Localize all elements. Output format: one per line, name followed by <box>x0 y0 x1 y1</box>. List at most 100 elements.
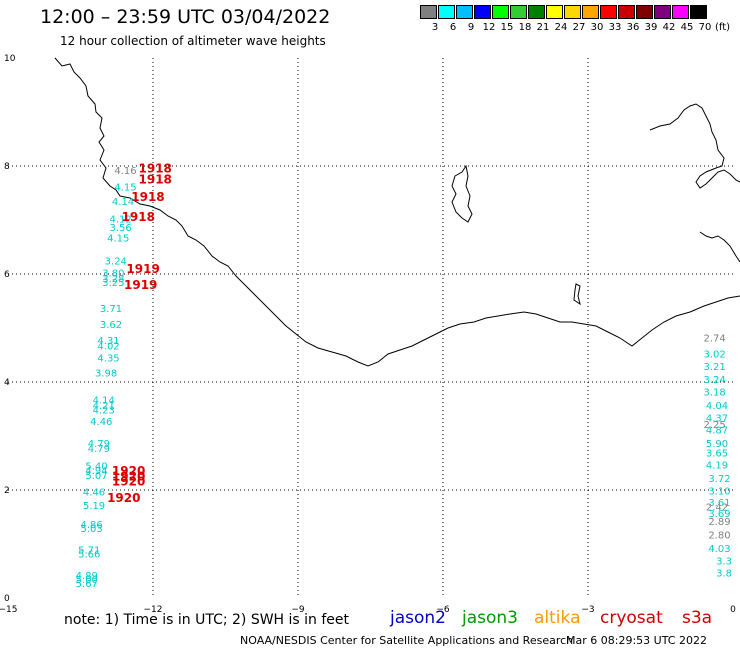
scale-swatch <box>438 5 455 19</box>
scale-label: 12 <box>482 22 496 33</box>
island-center <box>451 164 473 223</box>
wave-height-value: 3.28 <box>102 274 124 285</box>
wave-height-value: 3.56 <box>110 223 132 234</box>
pass-time-label: 1918 <box>139 172 172 186</box>
wave-height-value: 3.24 <box>105 256 127 267</box>
wave-height-value: 3.71 <box>100 304 122 315</box>
wave-height-value: 2.42 <box>706 503 728 514</box>
scale-label: 9 <box>467 22 475 33</box>
scale-label: 36 <box>626 22 640 33</box>
wave-height-value: 3.21 <box>703 362 725 373</box>
wave-height-value: 4.79 <box>88 444 110 455</box>
scale-unit: (ft) <box>715 22 731 33</box>
page-title: 12:00 – 23:59 UTC 03/04/2022 <box>40 6 331 28</box>
y-tick-label: 10 <box>4 54 16 64</box>
wave-height-value: 2.80 <box>708 531 730 542</box>
wave-height-value: 3.62 <box>100 320 122 331</box>
scale-label: 45 <box>680 22 694 33</box>
satellite-jason3: jason3 <box>462 608 518 628</box>
wave-height-value: 4.02 <box>97 342 119 353</box>
scale-swatch <box>546 5 563 19</box>
wave-height-value: 5.66 <box>78 550 100 561</box>
scale-swatch <box>672 5 689 19</box>
scale-swatch <box>618 5 635 19</box>
wave-height-observations: 4.16 2.74 2.25 2.42 2.89 2.80 4.15 4.14 4.123.56… <box>76 161 732 590</box>
satellite-jason2: jason2 <box>390 608 446 628</box>
scale-swatch <box>654 5 671 19</box>
wave-height-value: 5.40 <box>85 461 107 472</box>
scale-label: 6 <box>449 22 457 33</box>
wave-height-value: 4.16 <box>114 166 136 177</box>
wave-height-value: 4.12 <box>110 215 132 226</box>
wave-height-value: 5.67 <box>76 579 98 590</box>
scale-label: 33 <box>608 22 622 33</box>
landmass-right <box>649 103 740 189</box>
scale-swatch <box>510 5 527 19</box>
scale-swatch <box>564 5 581 19</box>
wave-height-value: 5.19 <box>83 501 105 512</box>
wave-height-value: 2.89 <box>708 517 730 528</box>
pass-time-label: 1920 <box>112 464 145 478</box>
scale-swatch <box>582 5 599 19</box>
coastline <box>54 57 740 367</box>
wave-height-value: 4.31 <box>97 336 119 347</box>
page-subtitle: 12 hour collection of altimeter wave hei… <box>60 34 326 48</box>
wave-height-value: 4.46 <box>90 417 112 428</box>
y-tick-label: 6 <box>4 270 10 280</box>
wave-height-value: 3.98 <box>95 369 117 380</box>
wave-height-value: 4.89 <box>76 571 98 582</box>
x-tick-label: −3 <box>581 605 594 615</box>
axes: −15 −12 −9 −6 −3 0 10 8 6 4 2 0 <box>0 54 736 615</box>
scale-swatch <box>528 5 545 19</box>
wave-height-value: 4.15 <box>114 182 136 193</box>
wave-height-value: 4.87 <box>706 425 728 436</box>
scale-label: 30 <box>590 22 604 33</box>
scale-label: 42 <box>662 22 676 33</box>
wave-height-value: 4.21 <box>93 401 115 412</box>
wave-height-value: 3.25 <box>102 278 124 289</box>
wave-height-value: 4.79 <box>88 439 110 450</box>
x-tick-label: −15 <box>0 605 18 615</box>
footnote: note: 1) Time is in UTC; 2) SWH is in fe… <box>64 612 350 628</box>
scale-swatch <box>600 5 617 19</box>
x-tick-label: 0 <box>730 605 736 615</box>
wave-height-value: 4.35 <box>97 353 119 364</box>
pass-time-label: 1920 <box>112 469 145 483</box>
wave-height-value: 3.10 <box>708 486 730 497</box>
satellite-cryosat: cryosat <box>600 608 663 628</box>
credit-line: NOAA/NESDIS Center for Satellite Applica… <box>240 634 574 647</box>
x-tick-label: −12 <box>144 605 163 615</box>
y-tick-label: 8 <box>4 162 10 172</box>
scale-swatch <box>474 5 491 19</box>
wave-height-value: 2.74 <box>703 334 725 345</box>
y-tick-label: 0 <box>4 594 10 604</box>
wave-height-value: 3.65 <box>706 449 728 460</box>
wave-height-value: 4.46 <box>83 487 105 498</box>
wave-height-value: 3.24 <box>703 375 725 386</box>
scale-label: 27 <box>572 22 586 33</box>
scale-label: 24 <box>554 22 568 33</box>
grid-lines <box>8 58 733 598</box>
x-tick-label: −6 <box>436 605 450 615</box>
pass-time-label: 1918 <box>122 210 155 224</box>
scale-label: 21 <box>536 22 550 33</box>
wave-height-value: 4.19 <box>706 460 728 471</box>
scale-label: 3 <box>431 22 439 33</box>
pass-time-label: 1920 <box>112 475 145 489</box>
wave-height-value: 5.90 <box>706 439 728 450</box>
wave-height-value: 5.71 <box>78 546 100 557</box>
wave-height-value: 4.03 <box>708 544 730 555</box>
wave-height-value: 3.72 <box>708 474 730 485</box>
scale-swatch <box>690 5 707 19</box>
coastline-mainland <box>54 57 740 367</box>
wave-height-value: 3.80 <box>102 269 124 280</box>
satellite-s3a: s3a <box>682 608 713 628</box>
wave-height-value: 3.02 <box>703 350 725 361</box>
wave-height-value: 5.00 <box>76 575 98 586</box>
wave-height-value: 3.18 <box>703 388 725 399</box>
wave-height-value: 4.04 <box>706 401 728 412</box>
pass-time-label: 1918 <box>139 161 172 175</box>
wave-height-value: 3.61 <box>708 498 730 509</box>
wave-height-value: 4.15 <box>107 234 129 245</box>
